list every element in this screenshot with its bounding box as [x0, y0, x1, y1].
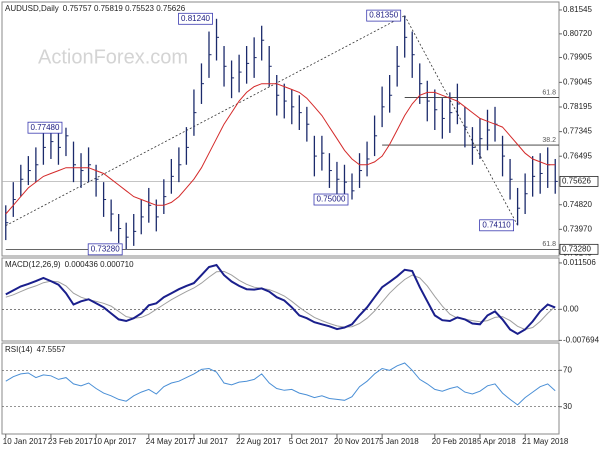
x-tick-label: 5 Apr 2018	[477, 437, 516, 446]
panel-frame	[1, 342, 560, 435]
price-annotation-box	[87, 243, 123, 256]
y-tick-label: 30	[563, 402, 572, 411]
price-annotation-box	[178, 12, 213, 25]
moving-average	[5, 83, 556, 215]
price-annotation: 0.81240	[181, 14, 210, 23]
level-price-tag: 0.73280	[562, 244, 591, 253]
panel-title: MACD(12,26,9) 0.000436 0.000710	[5, 260, 134, 269]
panel-title-values: 0.000436 0.000710	[65, 260, 135, 269]
price-annotation: 0.75000	[317, 195, 346, 204]
x-tick-label: 23 Feb 2017	[48, 437, 93, 446]
price-annotation: 0.81350	[369, 11, 398, 20]
y-tick-label: 0.78195	[563, 102, 592, 111]
price-annotation-box	[313, 193, 349, 206]
level-price-tag-box	[559, 243, 599, 255]
panel-title-name: RSI(14)	[5, 345, 33, 354]
trendline	[404, 15, 518, 226]
current-price-tag: 0.75626	[562, 177, 591, 186]
panel-title-values: 0.75757 0.75819 0.75523 0.75626	[63, 4, 186, 13]
y-tick-label: 0.79045	[563, 77, 592, 86]
y-tick-label: 0.79905	[563, 53, 592, 62]
x-tick-label: 5 Oct 2017	[289, 437, 329, 446]
price-annotation-box	[27, 121, 63, 134]
price-annotation-box	[366, 9, 402, 22]
y-tick-label: 0.73970	[563, 224, 592, 233]
indicator-line	[5, 362, 556, 406]
y-tick-label: 0.81545	[563, 5, 592, 14]
panel-title-name: AUDUSD,Daily	[5, 4, 59, 13]
price-annotation: 0.73280	[91, 244, 120, 253]
x-tick-label: 20 Nov 2017	[334, 437, 380, 446]
panel-title: AUDUSD,Daily 0.75757 0.75819 0.75523 0.75…	[5, 4, 186, 13]
indicator-line	[5, 270, 556, 331]
y-tick-label: 70	[563, 365, 572, 374]
y-tick-label: 0.80720	[563, 29, 592, 38]
price-annotation: 0.74110	[482, 220, 511, 229]
x-tick-label: 21 May 2018	[522, 437, 569, 446]
y-tick-label: 0.00	[563, 304, 579, 313]
watermark: ActionForex.com	[38, 46, 188, 68]
y-tick-label: -0.007694	[563, 335, 600, 344]
panel-frame	[1, 1, 560, 257]
x-tick-label: 7 Jul 2017	[191, 437, 228, 446]
x-tick-label: 20 Feb 2018	[432, 437, 477, 446]
fib-level-label: 61.8	[542, 89, 556, 96]
x-tick-label: 5 Jan 2018	[379, 437, 419, 446]
panel-title-values: 47.5557	[37, 345, 66, 354]
panel-frame	[1, 257, 560, 342]
y-tick-label: 0.76495	[563, 151, 592, 160]
current-price-tag-box	[559, 175, 599, 187]
indicator-line	[5, 263, 556, 336]
price-annotation-box	[479, 219, 515, 232]
panel-title-name: MACD(12,26,9)	[5, 260, 61, 269]
trendline	[5, 15, 405, 226]
x-tick-label: 10 Jan 2017	[3, 437, 48, 446]
fib-level-label: 38.2	[542, 137, 556, 144]
panel-title: RSI(14) 47.5557	[5, 345, 66, 354]
y-tick-label: 0.011506	[563, 258, 596, 267]
price-annotation: 0.77480	[31, 123, 60, 132]
x-tick-label: 10 Apr 2017	[93, 437, 137, 446]
fib-level-label: 61.8	[542, 241, 556, 248]
x-tick-label: 24 May 2017	[146, 437, 193, 446]
x-tick-label: 22 Aug 2017	[236, 437, 281, 446]
y-tick-label: 0.77345	[563, 127, 592, 136]
y-tick-label: 0.74820	[563, 200, 592, 209]
